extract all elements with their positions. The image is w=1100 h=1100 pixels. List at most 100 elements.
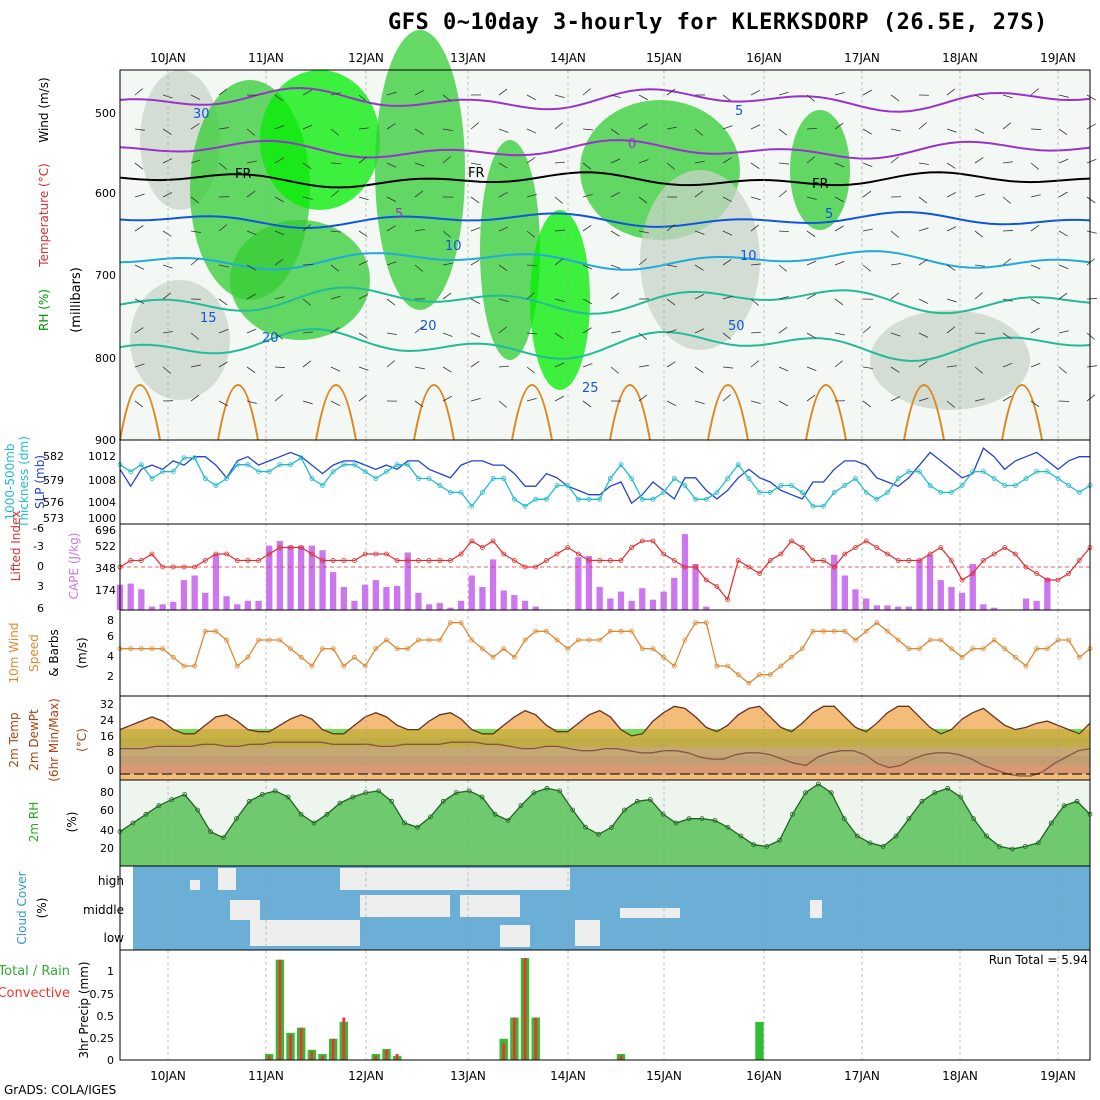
wind-barb: [1030, 298, 1040, 305]
wind-barb: [302, 124, 313, 130]
wind-barb: [358, 294, 369, 300]
thickness-point: [128, 469, 134, 475]
cape-bar: [394, 585, 401, 610]
wind-barb: [750, 124, 761, 130]
wind-speed-tick-label: 8: [107, 614, 114, 627]
wind-barb: [638, 364, 649, 368]
cape-bar: [1044, 577, 1051, 610]
wind-barb: [470, 332, 481, 338]
wind-barb: [862, 400, 872, 408]
cloud-cover-block: [340, 868, 570, 890]
wind-barb: [638, 123, 648, 130]
wind-barb: [610, 158, 621, 164]
wind-barb: [890, 366, 900, 373]
temp2m-legend-label: (6hr Min/Max): [47, 698, 61, 782]
wind-barb: [470, 298, 480, 305]
cape-bar: [873, 605, 880, 610]
cape-tick-label: 348: [95, 562, 116, 575]
thickness-point: [437, 483, 443, 488]
cape-bar: [980, 604, 987, 610]
cape-bar: [457, 600, 465, 610]
wind-barb: [862, 366, 873, 369]
wind-barb: [218, 162, 227, 170]
panel-border-precip: [119, 949, 1091, 1061]
wind-barb: [582, 88, 591, 96]
wind-barb: [806, 332, 816, 339]
wind-barb: [1002, 230, 1014, 232]
thickness-point: [831, 489, 837, 495]
lifted-index-point: [149, 551, 155, 557]
wind-barb: [386, 261, 397, 266]
wind-barb: [1086, 123, 1096, 130]
lifted-index-point: [1076, 558, 1082, 563]
wind-barb: [946, 400, 955, 408]
wind-barb: [190, 196, 200, 204]
wind-barb: [134, 298, 145, 304]
wind-speed-point: [799, 646, 805, 652]
wind-barb: [806, 394, 816, 402]
lifted-index-point: [1013, 551, 1018, 557]
rh-point: [609, 824, 614, 830]
lifted-index-point: [757, 571, 762, 576]
wind-barb: [834, 225, 844, 232]
wind-barb: [218, 298, 228, 306]
wind-barb: [974, 264, 985, 267]
contour-label: 5: [735, 104, 743, 119]
wind-barb: [750, 331, 762, 334]
cape-bar: [1033, 600, 1040, 610]
precip-total-legend-label: Total / Rain: [0, 964, 70, 979]
wind-barb: [974, 332, 986, 334]
wind-barb: [274, 366, 286, 369]
wind-barb: [330, 295, 341, 300]
cape-bar: [479, 587, 486, 610]
slp-line: [119, 447, 1090, 505]
wind-barb: [778, 162, 789, 165]
contour-label: 0: [628, 137, 636, 152]
precip-convective-bar: [267, 1055, 271, 1061]
cape-bar: [202, 592, 209, 610]
wind-barb: [1058, 292, 1068, 300]
rh-point: [221, 835, 226, 841]
cloud-cover-block: [575, 920, 600, 946]
temperature-contour-warm: [1001, 384, 1043, 441]
wind-barb: [218, 328, 229, 334]
wind-barb: [218, 400, 228, 407]
precip-convective-bar: [395, 1054, 399, 1060]
wind-speed-point: [874, 620, 880, 626]
wind-barb: [134, 400, 144, 408]
wind-barb: [582, 400, 592, 408]
wind-barb: [1002, 122, 1012, 130]
wind-barb: [946, 162, 956, 169]
cape-bar: [362, 584, 369, 610]
wind-barb: [246, 128, 255, 136]
wind-barb: [134, 225, 144, 232]
wind-barb: [134, 128, 145, 131]
wind-barb: [694, 366, 704, 373]
wind-barb: [442, 395, 452, 402]
wind-barb: [442, 366, 452, 373]
wind-speed-point: [949, 646, 954, 652]
wind-speed-point: [1013, 654, 1018, 660]
date-label-bottom: 14JAN: [550, 1069, 586, 1083]
wind-barb: [526, 332, 537, 335]
contour-label: 20: [262, 331, 279, 346]
contour-label: 5: [395, 207, 403, 222]
cape-bar: [575, 557, 582, 610]
wind-speed-line: [120, 621, 1091, 685]
wind-barb: [526, 194, 537, 198]
rh-point: [828, 790, 834, 796]
wind-barb: [498, 191, 508, 198]
wind-barb: [498, 298, 509, 302]
wind-speed-point: [1023, 663, 1029, 669]
rh-point: [622, 807, 627, 813]
wind-barb: [1002, 258, 1012, 266]
wind-barb: [190, 258, 199, 266]
thickness-point: [661, 489, 666, 495]
temperature-contour: [119, 171, 1091, 189]
contour-label: 15: [200, 311, 217, 326]
wind-barb: [974, 230, 984, 238]
rh-point: [660, 811, 666, 817]
rh-point: [505, 818, 511, 823]
wind-barb: [1086, 365, 1097, 368]
date-label-top: 15JAN: [646, 51, 682, 65]
